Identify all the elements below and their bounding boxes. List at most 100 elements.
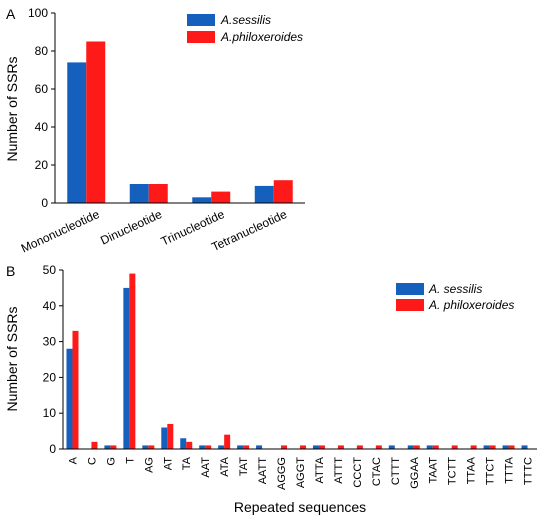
panel-b-bar <box>502 445 509 449</box>
panel-b-xlabel: Repeated sequences <box>234 499 366 515</box>
panel-b-x-tick-label: A <box>67 456 79 464</box>
panel-b-x-tick-label: AGGT <box>295 457 307 488</box>
panel-b-x-tick-label: CTAC <box>371 457 383 486</box>
panel-b-bar <box>91 441 98 449</box>
panel-b-bar <box>110 445 117 449</box>
panel-b-bar <box>521 445 528 449</box>
panel-b-x-tick-label: TTAA <box>466 456 478 484</box>
panel-a-y-tick-label: 0 <box>41 196 48 210</box>
panel-b-bar <box>407 445 414 449</box>
panel-b-x-tick-label: ATA <box>219 456 231 476</box>
panel-b-bar <box>318 445 325 449</box>
panel-a-bars <box>67 41 293 204</box>
panel-b-y-tick-label: 50 <box>43 263 57 277</box>
panel-a-bar <box>211 191 231 203</box>
panel-b-bar <box>148 445 155 449</box>
panel-b-y-tick-label: 10 <box>43 406 57 420</box>
panel-b-x-tick-label: CCCT <box>352 457 364 488</box>
panel-b-x-tick-label: TA <box>181 456 193 470</box>
panel-a-y-tick-label: 100 <box>28 6 48 20</box>
panel-b-x-tick-label: C <box>86 457 98 465</box>
panel-b-x-tick-label: AAT <box>200 457 212 478</box>
panel-b-x-tick-label: TTCT <box>485 457 497 485</box>
panel-b-legend-label-2: A. philoxeroides <box>428 298 514 312</box>
panel-b-x-tick-label: GGAA <box>409 456 421 488</box>
panel-a-y-tick-label: 40 <box>35 120 49 134</box>
panel-a-y-tick-label: 20 <box>35 158 49 172</box>
panel-b-ylabel: Number of SSRs <box>4 306 20 411</box>
panel-b-x-tick-label: G <box>105 457 117 466</box>
panel-b-legend-label-1: A. sessilis <box>428 282 482 296</box>
panel-b-bar <box>489 445 496 449</box>
panel-b-bar <box>123 287 130 449</box>
panel-b-x-tick-label: T <box>124 457 136 464</box>
panel-a-legend-swatch-2 <box>187 31 215 43</box>
panel-b-x-tick-label: ATTA <box>314 456 326 483</box>
panel-a: A Number of SSRs 0 20 40 60 80 100 Mononucleo… <box>4 6 305 256</box>
panel-b-bar <box>142 445 149 449</box>
panel-b-bar <box>388 445 395 449</box>
panel-b-bar <box>337 445 344 449</box>
panel-b-bar <box>312 445 319 449</box>
panel-b-bar <box>413 445 420 449</box>
panel-b-x-tick-label: TAAT <box>428 457 440 484</box>
panel-b-bar <box>180 438 187 449</box>
panel-b-y-tick-label: 20 <box>43 370 57 384</box>
panel-a-legend-swatch-1 <box>187 14 215 26</box>
panel-b-bar <box>256 445 263 449</box>
panel-a-bar <box>254 185 274 203</box>
panel-a-x-tick-label: Dinucleotide <box>98 207 164 248</box>
panel-b-bar <box>375 445 382 449</box>
panel-a-legend: A.sessilis A.philoxeroides <box>187 13 303 44</box>
panel-a-bar <box>129 184 149 203</box>
panel-b-x-tick-labels: A C G T AG AT TA AAT ATA TAT AATT AGGG AGGT ATTA ATTT C… <box>67 456 534 490</box>
panel-b: B Number of SSRs 0 10 20 30 40 50 A C G T AG AT TA A… <box>4 263 537 515</box>
panel-b-bar <box>199 445 206 449</box>
panel-a-bar <box>148 184 168 203</box>
panel-a-y-tick-label: 60 <box>35 82 49 96</box>
panel-b-x-tick-label: TAT <box>238 457 250 476</box>
panel-b-bar <box>167 423 174 449</box>
panel-a-ylabel: Number of SSRs <box>4 56 20 161</box>
panel-b-y-tick-label: 40 <box>43 299 57 313</box>
panel-b-y-ticks: 0 10 20 30 40 50 <box>43 263 63 456</box>
panel-b-x-tick-label: TCTT <box>447 457 459 485</box>
panel-b-bar <box>356 445 363 449</box>
panel-a-legend-label-2: A.philoxeroides <box>220 30 303 44</box>
panel-b-y-tick-label: 0 <box>49 442 56 456</box>
panel-b-bar <box>237 445 244 449</box>
panel-a-x-tick-label: Mononucleotide <box>19 207 102 256</box>
panel-a-bar <box>86 41 106 203</box>
panel-b-bar <box>483 445 490 449</box>
panel-a-x-tick-labels: MononucleotideDinucleotideTrinucleotideT… <box>19 207 290 256</box>
panel-b-bar <box>451 445 458 449</box>
panel-b-legend: A. sessilis A. philoxeroides <box>396 282 514 312</box>
panel-b-label: B <box>6 263 15 279</box>
panel-b-x-tick-label: AGGG <box>276 457 288 490</box>
panel-b-bar <box>470 445 477 449</box>
panel-b-bar <box>508 445 515 449</box>
panel-a-bar <box>273 180 293 203</box>
panel-a-bar <box>192 197 212 203</box>
panel-b-x-tick-label: CTTT <box>390 457 402 485</box>
panel-b-x-tick-label: AATT <box>257 457 269 485</box>
panel-b-x-tick-label: ATTT <box>333 457 345 484</box>
panel-a-bar <box>67 62 87 204</box>
panel-b-x-tick-label: AG <box>143 457 155 473</box>
panel-b-bar <box>432 445 439 449</box>
panel-b-bar <box>205 445 212 449</box>
panel-a-label: A <box>6 6 16 22</box>
panel-a-legend-label-1: A.sessilis <box>220 13 271 27</box>
panel-b-bar <box>66 348 73 449</box>
panel-b-bar <box>186 441 193 449</box>
panel-b-bar <box>104 445 111 449</box>
panel-b-x-tick-label: TTTC <box>523 457 535 485</box>
panel-a-y-ticks: 0 20 40 60 80 100 <box>28 6 55 210</box>
panel-b-legend-swatch-2 <box>396 299 424 311</box>
panel-b-bar <box>281 445 288 449</box>
panel-b-bar <box>129 273 136 449</box>
panel-a-y-tick-label: 80 <box>35 44 49 58</box>
panel-b-y-tick-label: 30 <box>43 335 57 349</box>
panel-b-bar <box>72 330 79 449</box>
